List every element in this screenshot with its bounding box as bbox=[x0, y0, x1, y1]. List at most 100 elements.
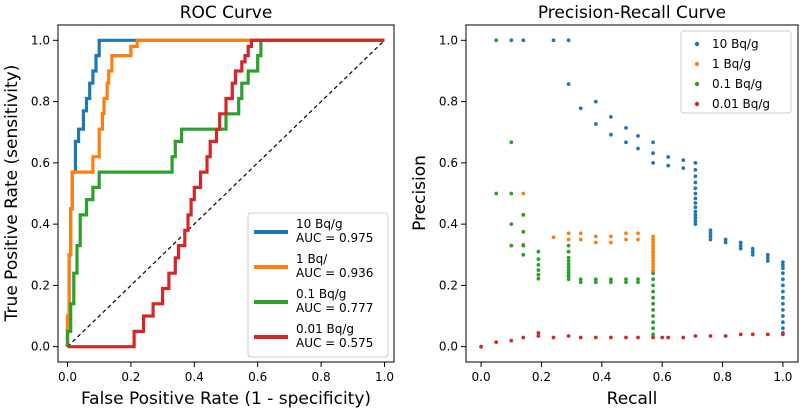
pr-point-0-1-bq-g bbox=[636, 280, 640, 285]
pr-point-10-bq-g bbox=[738, 243, 743, 248]
pr-point-1-bq-g bbox=[609, 234, 613, 239]
pr-point-10-bq-g bbox=[781, 271, 785, 276]
pr-point-10-bq-g bbox=[636, 146, 640, 151]
pr-ticks: 0.0 0.2 0.4 0.6 0.8 1.0 0.0 0.2 0.4 0.6 0.8 1.0 bbox=[439, 33, 793, 384]
pr-y-tick-label: 0.8 bbox=[439, 95, 458, 109]
pr-legend-marker-0-01-bq-g bbox=[694, 101, 700, 107]
pr-point-10-bq-g bbox=[681, 158, 686, 163]
pr-point-0-1-bq-g bbox=[651, 295, 655, 300]
pr-point-0-1-bq-g bbox=[566, 271, 571, 276]
roc-x-tick-label: 0.2 bbox=[121, 370, 140, 384]
pr-point-0-1-bq-g bbox=[566, 268, 571, 272]
pr-y-tick-label: 0.4 bbox=[439, 217, 458, 231]
pr-point-0-1-bq-g bbox=[536, 263, 541, 267]
pr-point-0-1-bq-g bbox=[509, 140, 514, 145]
roc-chart: ROC Curve 0.0 0.2 0.4 0.6 0.8 1.0 0.0 0.2 0.4 0.6… bbox=[2, 3, 395, 409]
roc-y-tick-label: 0.2 bbox=[31, 278, 50, 292]
pr-point-10-bq-g bbox=[624, 140, 628, 145]
pr-point-10-bq-g bbox=[723, 237, 728, 242]
pr-point-10-bq-g bbox=[750, 246, 755, 251]
roc-x-tick-label: 0.6 bbox=[248, 370, 267, 384]
pr-point-0-01-bq-g bbox=[536, 334, 541, 338]
roc-legend-name: 0.01 Bq/g bbox=[296, 322, 354, 336]
pr-x-tick-label: 1.0 bbox=[773, 370, 792, 384]
roc-legend-auc: AUC = 0.777 bbox=[296, 301, 373, 315]
pr-point-0-1-bq-g bbox=[536, 257, 541, 261]
pr-point-0-1-bq-g bbox=[509, 222, 514, 227]
pr-x-tick-label: 0.8 bbox=[713, 370, 732, 384]
pr-point-10-bq-g bbox=[708, 234, 713, 239]
pr-point-0-1-bq-g bbox=[566, 277, 571, 282]
pr-x-tick-label: 0.4 bbox=[592, 370, 611, 384]
pr-point-0-1-bq-g bbox=[651, 326, 655, 331]
pr-point-0-1-bq-g bbox=[593, 280, 598, 285]
pr-point-1-bq-g bbox=[578, 237, 583, 242]
pr-point-0-01-bq-g bbox=[693, 334, 698, 338]
pr-point-10-bq-g bbox=[566, 38, 571, 43]
pr-point-0-1-bq-g bbox=[636, 277, 640, 282]
pr-point-0-01-bq-g bbox=[781, 332, 785, 337]
pr-x-axis-label: Recall bbox=[607, 389, 658, 409]
pr-point-10-bq-g bbox=[566, 82, 571, 86]
pr-point-0-01-bq-g bbox=[636, 335, 640, 340]
pr-point-10-bq-g bbox=[693, 186, 698, 191]
pr-legend-frame bbox=[680, 30, 792, 114]
pr-point-0-01-bq-g bbox=[738, 332, 743, 337]
roc-legend-name: 0.1 Bq/g bbox=[296, 287, 346, 301]
pr-point-10-bq-g bbox=[609, 132, 613, 137]
pr-point-0-01-bq-g bbox=[479, 344, 483, 349]
pr-point-0-1-bq-g bbox=[566, 262, 571, 266]
pr-point-0-1-bq-g bbox=[609, 277, 613, 282]
roc-x-tick-label: 0.8 bbox=[312, 370, 331, 384]
pr-point-0-1-bq-g bbox=[651, 301, 655, 306]
pr-point-1-bq-g bbox=[593, 240, 598, 245]
pr-point-10-bq-g bbox=[708, 237, 713, 242]
pr-point-0-01-bq-g bbox=[750, 332, 755, 337]
pr-point-10-bq-g bbox=[781, 301, 785, 306]
pr-point-1-bq-g bbox=[651, 265, 655, 269]
pr-point-0-01-bq-g bbox=[551, 335, 556, 340]
pr-point-0-1-bq-g bbox=[521, 252, 526, 257]
pr-point-10-bq-g bbox=[693, 196, 698, 201]
pr-point-1-bq-g bbox=[651, 268, 655, 272]
pr-point-10-bq-g bbox=[693, 205, 698, 210]
pr-legend-name: 0.01 Bq/g bbox=[712, 97, 770, 111]
pr-point-0-01-bq-g bbox=[681, 335, 686, 340]
roc-line-0-01-bq-g bbox=[67, 38, 385, 349]
pr-point-10-bq-g bbox=[624, 126, 628, 130]
pr-point-1-bq-g bbox=[566, 231, 571, 236]
roc-legend-auc: AUC = 0.575 bbox=[296, 336, 373, 350]
pr-point-0-01-bq-g bbox=[660, 335, 665, 340]
roc-y-tick-label: 1.0 bbox=[31, 33, 50, 47]
pr-point-10-bq-g bbox=[693, 161, 698, 165]
pr-point-10-bq-g bbox=[781, 295, 785, 300]
pr-point-10-bq-g bbox=[651, 151, 655, 156]
roc-legend-name: 10 Bq/g bbox=[296, 217, 343, 231]
pr-point-10-bq-g bbox=[781, 326, 785, 331]
pr-point-1-bq-g bbox=[651, 243, 655, 248]
pr-point-0-1-bq-g bbox=[566, 265, 571, 269]
pr-y-tick-label: 0.0 bbox=[439, 340, 458, 354]
pr-legend: 10 Bq/g 1 Bq/g 0.1 Bq/g 0.01 Bq/g bbox=[680, 30, 792, 114]
pr-point-10-bq-g bbox=[521, 38, 526, 43]
pr-point-0-01-bq-g bbox=[494, 340, 499, 344]
pr-point-0-1-bq-g bbox=[651, 314, 655, 318]
roc-axes-frame bbox=[57, 24, 395, 363]
pr-point-1-bq-g bbox=[636, 237, 640, 242]
roc-legend-auc: AUC = 0.936 bbox=[296, 266, 373, 280]
pr-point-1-bq-g bbox=[624, 237, 628, 242]
pr-y-tick-label: 0.6 bbox=[439, 156, 458, 170]
pr-point-0-01-bq-g bbox=[593, 335, 598, 340]
pr-point-0-01-bq-g bbox=[536, 331, 541, 335]
pr-point-0-01-bq-g bbox=[624, 335, 628, 340]
pr-point-1-bq-g bbox=[609, 240, 613, 245]
pr-point-10-bq-g bbox=[593, 99, 598, 104]
pr-point-1-bq-g bbox=[651, 234, 655, 239]
pr-point-0-1-bq-g bbox=[651, 271, 655, 276]
pr-point-1-bq-g bbox=[651, 252, 655, 257]
pr-point-1-bq-g bbox=[651, 240, 655, 245]
pr-point-0-1-bq-g bbox=[609, 280, 613, 285]
pr-point-10-bq-g bbox=[693, 191, 698, 196]
pr-point-10-bq-g bbox=[693, 209, 698, 214]
pr-point-0-1-bq-g bbox=[651, 332, 655, 337]
